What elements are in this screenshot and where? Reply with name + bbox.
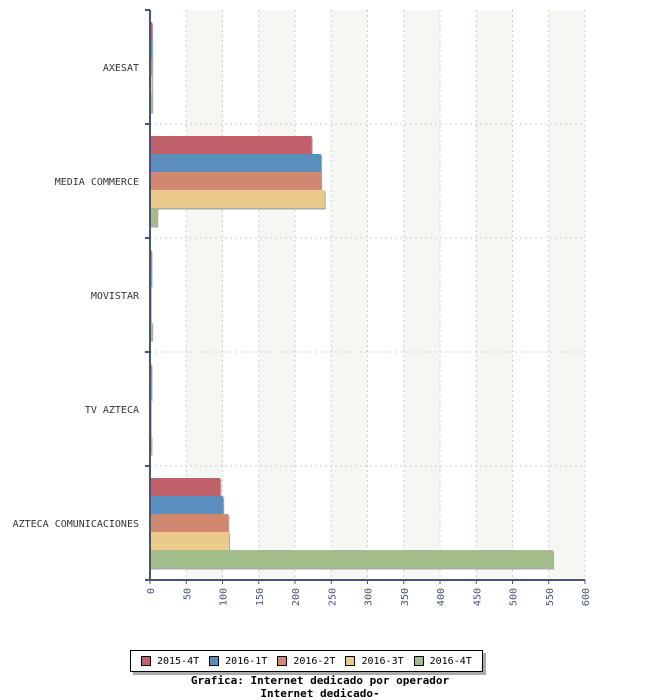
y-category-label: MEDIA COMMERCE: [55, 177, 139, 188]
y-category-label: MOVISTAR: [91, 291, 140, 302]
bar-2016-4T: [150, 550, 554, 568]
bar-2016-1T: [150, 154, 322, 172]
x-tick-label: 150: [255, 588, 266, 606]
bar-2016-2T: [150, 172, 322, 190]
bar-2016-3T: [150, 190, 325, 208]
x-tick-label: 250: [327, 588, 338, 606]
x-tick-label: 0: [146, 588, 157, 594]
y-category-label: AZTECA COMUNICACIONES: [13, 519, 139, 530]
bar-2016-3T: [150, 532, 230, 550]
bar-shadow: [151, 383, 153, 402]
bar-2016-1T: [150, 40, 153, 58]
legend-swatch: [345, 656, 356, 666]
y-category-label: AXESAT: [103, 63, 139, 74]
legend-swatch: [413, 656, 424, 666]
legend: 2015-4T 2016-1T 2016-2T 2016-3T 2016-4T: [130, 650, 483, 672]
grid-band: [258, 10, 295, 580]
x-tick-label: 450: [472, 588, 483, 606]
bar-2016-3T: [150, 76, 153, 94]
bar-shadow: [151, 269, 153, 288]
grid-band: [548, 10, 585, 580]
legend-label: 2016-1T: [225, 655, 268, 667]
bar-shadow: [151, 419, 152, 438]
bar-shadow: [151, 365, 153, 384]
chart-subtitle: Internet dedicado-: [260, 687, 380, 700]
grid-band: [331, 10, 368, 580]
x-tick-label: 300: [364, 588, 375, 606]
bar-2016-2T: [150, 514, 229, 532]
x-tick-label: 500: [509, 588, 520, 606]
bar-2016-4T: [150, 94, 153, 112]
x-tick-label: 100: [219, 588, 230, 606]
bar-2016-4T: [150, 208, 158, 226]
bar-2016-2T: [150, 58, 153, 76]
bar-shadow: [151, 251, 153, 270]
bar-shadow: [151, 305, 152, 324]
x-tick-label: 550: [545, 588, 556, 606]
legend-swatch: [141, 656, 151, 666]
x-tick-label: 350: [400, 588, 411, 606]
legend-item: 2016-3T: [345, 655, 404, 667]
bar-2015-4T: [150, 136, 312, 154]
legend-label: 2016-2T: [293, 655, 336, 667]
chart-title: Grafica: Internet dedicado por operador: [190, 674, 450, 687]
legend-swatch: [277, 656, 288, 666]
bar-2016-4T: [150, 322, 153, 340]
legend-label: 2016-4T: [429, 655, 472, 667]
grid-band: [403, 10, 440, 580]
x-tick-label: 50: [182, 588, 193, 600]
legend-item: 2015-4T: [141, 656, 199, 667]
legend-label: 2015-4T: [157, 655, 200, 667]
bar-shadow: [151, 287, 152, 306]
chart: 0 50 100 150 200 250 300 350 400 450 500 550 600 AXES…: [13, 9, 592, 606]
bar-2016-1T: [150, 496, 224, 514]
legend-swatch: [209, 656, 220, 666]
x-tick-label: 400: [436, 588, 447, 606]
bar-shadow: [151, 401, 152, 420]
bar-2015-4T: [150, 22, 153, 40]
bar-shadow: [151, 437, 153, 456]
grid-band: [476, 10, 513, 580]
bar-2015-4T: [150, 478, 221, 496]
y-category-label: TV AZTECA: [85, 405, 139, 416]
x-tick-label: 200: [291, 588, 302, 606]
legend-item: 2016-1T: [209, 656, 267, 667]
x-tick-label: 600: [581, 588, 592, 606]
legend-item: 2016-2T: [277, 656, 335, 667]
legend-label: 2016-3T: [361, 655, 404, 667]
legend-item: 2016-4T: [413, 655, 472, 667]
